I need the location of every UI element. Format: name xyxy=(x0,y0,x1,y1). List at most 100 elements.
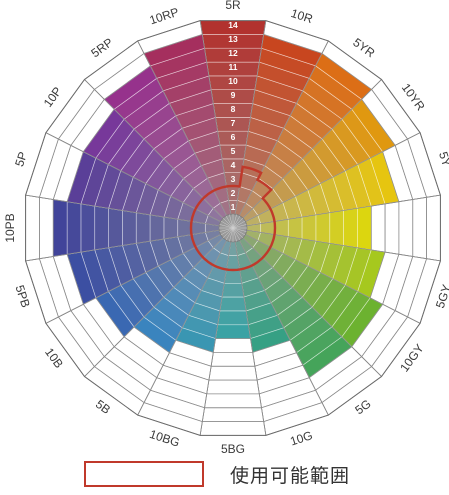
hue-label: 5R xyxy=(225,0,241,12)
chroma-number: 6 xyxy=(231,132,236,142)
color-cell xyxy=(212,338,254,353)
color-cell xyxy=(315,212,331,244)
hue-label: 5Y xyxy=(436,150,449,168)
chroma-number: 11 xyxy=(229,62,238,72)
wheel-grid xyxy=(25,20,441,436)
hue-label: 5PB xyxy=(13,283,33,309)
color-cell xyxy=(108,207,123,249)
color-cell xyxy=(343,207,358,249)
neutral-hub xyxy=(218,213,248,243)
legend: 使用可能範囲 xyxy=(84,456,350,492)
hue-label: 5GY xyxy=(433,283,449,310)
hue-label: 5B xyxy=(93,397,113,417)
color-cell xyxy=(221,282,245,298)
hub-line xyxy=(222,217,234,229)
chroma-number: 7 xyxy=(231,118,236,128)
hub-line xyxy=(229,214,234,229)
color-cell xyxy=(66,201,82,255)
spoke-line xyxy=(45,132,221,223)
legend-swatch xyxy=(84,461,204,487)
color-cell xyxy=(201,407,265,423)
hub-line xyxy=(232,227,246,236)
spoke-line xyxy=(242,237,382,377)
hub-line xyxy=(225,227,234,241)
color-cell xyxy=(149,214,165,242)
hue-label: 5P xyxy=(12,150,30,168)
color-cell xyxy=(204,393,262,409)
outer-ring xyxy=(25,20,441,436)
spoke-line xyxy=(238,40,329,216)
hue-label: 10R xyxy=(289,6,315,26)
spoke-line xyxy=(245,233,421,324)
hue-label: 10PB xyxy=(3,213,17,242)
color-cell xyxy=(287,216,303,240)
chroma-number: 4 xyxy=(231,160,236,170)
color-cell xyxy=(208,365,258,381)
color-cell xyxy=(370,203,386,253)
hub-line xyxy=(232,215,241,229)
spoke-line xyxy=(84,79,224,219)
chroma-number: 2 xyxy=(231,188,236,198)
hub-line xyxy=(232,220,246,229)
hue-label: 5BG xyxy=(221,442,245,455)
spoke-line xyxy=(45,233,221,324)
color-cell xyxy=(210,351,256,367)
hue-label: 10G xyxy=(288,428,314,448)
hub-line xyxy=(232,227,237,242)
hue-label: 10BG xyxy=(148,427,182,450)
hub-line xyxy=(232,214,237,229)
hue-label: 5YR xyxy=(350,35,377,60)
hue-label: 10RP xyxy=(148,5,181,28)
hub-line xyxy=(220,227,234,236)
color-cell xyxy=(206,379,260,395)
hub-line xyxy=(232,227,241,241)
color-cell xyxy=(163,216,179,240)
color-cell xyxy=(122,210,137,246)
chroma-number: 12 xyxy=(228,48,238,58)
color-cell xyxy=(80,203,96,253)
spoke-line xyxy=(246,194,441,227)
color-cell xyxy=(199,421,267,436)
color-cell xyxy=(177,218,192,238)
color-cell xyxy=(274,218,289,238)
spoke-line xyxy=(245,132,421,223)
usable-range-outline xyxy=(189,165,277,272)
hub-line xyxy=(225,215,234,229)
spoke-line xyxy=(137,40,228,216)
hue-label: 10B xyxy=(42,345,66,371)
spoke-line xyxy=(199,20,232,215)
chroma-number: 5 xyxy=(231,146,236,156)
color-cell xyxy=(384,201,400,255)
color-cell xyxy=(94,205,109,251)
color-cell xyxy=(301,214,317,242)
hub-line xyxy=(232,224,247,229)
hub-line xyxy=(232,217,244,229)
color-cell xyxy=(426,194,441,262)
color-cell xyxy=(412,196,428,260)
hub-line xyxy=(229,227,234,242)
color-cell xyxy=(52,199,68,257)
hub-line xyxy=(232,227,247,232)
color-cell xyxy=(223,269,243,284)
color-cell xyxy=(329,210,344,246)
legend-label: 使用可能範囲 xyxy=(230,464,351,487)
spoke-line xyxy=(246,229,441,262)
chroma-number: 14 xyxy=(228,20,238,30)
chroma-number: 10 xyxy=(228,76,238,86)
color-cell xyxy=(39,196,54,260)
chroma-number: 13 xyxy=(228,34,238,44)
spoke-line xyxy=(137,240,228,416)
spoke-line xyxy=(25,194,220,227)
chroma-number: 3 xyxy=(231,174,236,184)
hub-line xyxy=(219,224,234,229)
hue-label: 10P xyxy=(41,84,65,110)
chroma-number: 9 xyxy=(231,90,236,100)
hue-label: 5RP xyxy=(88,35,115,60)
spoke-line xyxy=(25,229,220,262)
spoke-line xyxy=(84,237,224,377)
color-cell xyxy=(357,205,372,251)
hub-line xyxy=(222,227,234,239)
color-cell xyxy=(219,296,247,312)
